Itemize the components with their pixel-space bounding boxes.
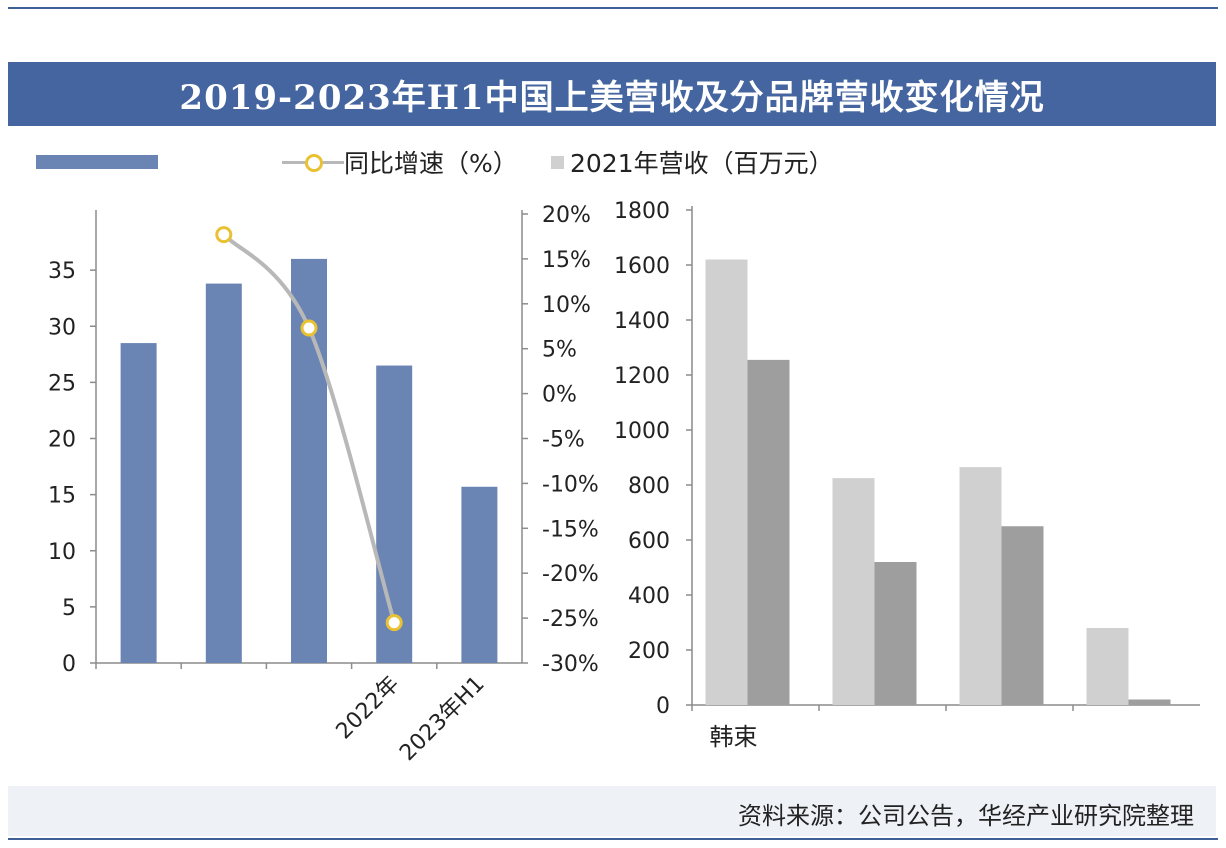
left-tick-label: 30 (48, 315, 76, 340)
legend-swatch-gray (551, 155, 564, 169)
revenue-compare-bar (874, 562, 917, 705)
y-tick-label: 1800 (614, 199, 670, 224)
revenue-bar (120, 343, 157, 663)
revenue-bar (376, 365, 413, 663)
right-tick-label: -15% (542, 517, 599, 542)
right-tick-label: 5% (542, 338, 577, 363)
y-tick-label: 1200 (614, 364, 670, 389)
y-tick-label: 1600 (614, 254, 670, 279)
right-tick-label: -10% (542, 472, 599, 497)
y-tick-label: 200 (628, 639, 670, 664)
revenue-2021-bar (832, 478, 875, 705)
revenue-bar (461, 486, 498, 663)
growth-point (215, 226, 233, 244)
right-tick-label: 20% (542, 203, 591, 228)
source-bar: 资料来源：公司公告，华经产业研究院整理 (8, 786, 1216, 836)
growth-point (385, 614, 403, 632)
left-chart: 0 5 10 15 20 25 30 35 20% 15% 10% 5% 0% -5% -10% -15% -2… (48, 203, 599, 766)
revenue-compare-bar (1128, 699, 1171, 705)
left-tick-label: 0 (62, 652, 76, 677)
y-tick-label: 1000 (614, 419, 670, 444)
left-tick-label: 15 (48, 484, 76, 509)
left-tick-label: 20 (48, 428, 76, 453)
x-tick-label: 2023年H1 (395, 672, 489, 766)
growth-point (300, 319, 318, 337)
chart-title: 2019-2023年H1中国上美营收及分品牌营收变化情况 (179, 77, 1045, 118)
y-tick-label: 400 (628, 584, 670, 609)
legend-item-growth: 同比增速（%） (282, 142, 518, 182)
x-tick-label: 2022年 (332, 672, 405, 745)
y-tick-label: 0 (656, 694, 670, 719)
right-tick-label: -20% (542, 562, 599, 587)
legend-item-revenue-2021: 2021年营收（百万元） (551, 142, 834, 182)
revenue-2021-bar (705, 259, 748, 705)
legend: 同比增速（%） 2021年营收（百万元） (0, 142, 1226, 182)
right-tick-label: -5% (542, 428, 585, 453)
right-tick-label: -30% (542, 652, 599, 677)
legend-item-blue-bars (36, 142, 158, 182)
right-tick-label: 10% (542, 293, 591, 318)
legend-line-marker-icon (282, 142, 344, 182)
y-tick-label: 800 (628, 474, 670, 499)
left-tick-label: 35 (48, 259, 76, 284)
legend-swatch-blue (36, 155, 158, 169)
brand-label: 韩束 (710, 723, 758, 751)
right-tick-label: 0% (542, 383, 577, 408)
legend-revenue-label: 2021年营收（百万元） (570, 149, 834, 178)
bottom-rule (8, 838, 1218, 840)
y-tick-label: 1400 (614, 309, 670, 334)
top-rule (8, 7, 1218, 9)
right-chart: 0 200 400 600 800 1000 1200 1400 1600 1800 韩束 (614, 199, 1200, 751)
source-note: 资料来源：公司公告，华经产业研究院整理 (738, 802, 1194, 830)
revenue-bar (291, 258, 327, 663)
left-tick-label: 25 (48, 371, 76, 396)
revenue-2021-bar (959, 467, 1002, 705)
title-bar: 2019-2023年H1中国上美营收及分品牌营收变化情况 (8, 62, 1216, 126)
revenue-compare-bar (1001, 526, 1044, 705)
revenue-2021-bar (1086, 628, 1129, 705)
y-tick-label: 600 (628, 529, 670, 554)
legend-growth-label: 同比增速（%） (344, 149, 518, 178)
growth-line (222, 233, 397, 624)
left-tick-label: 10 (48, 540, 76, 565)
right-tick-label: -25% (542, 607, 599, 632)
left-tick-label: 5 (62, 596, 76, 621)
revenue-compare-bar (747, 359, 790, 705)
revenue-bar (205, 283, 242, 663)
right-tick-label: 15% (542, 248, 591, 273)
